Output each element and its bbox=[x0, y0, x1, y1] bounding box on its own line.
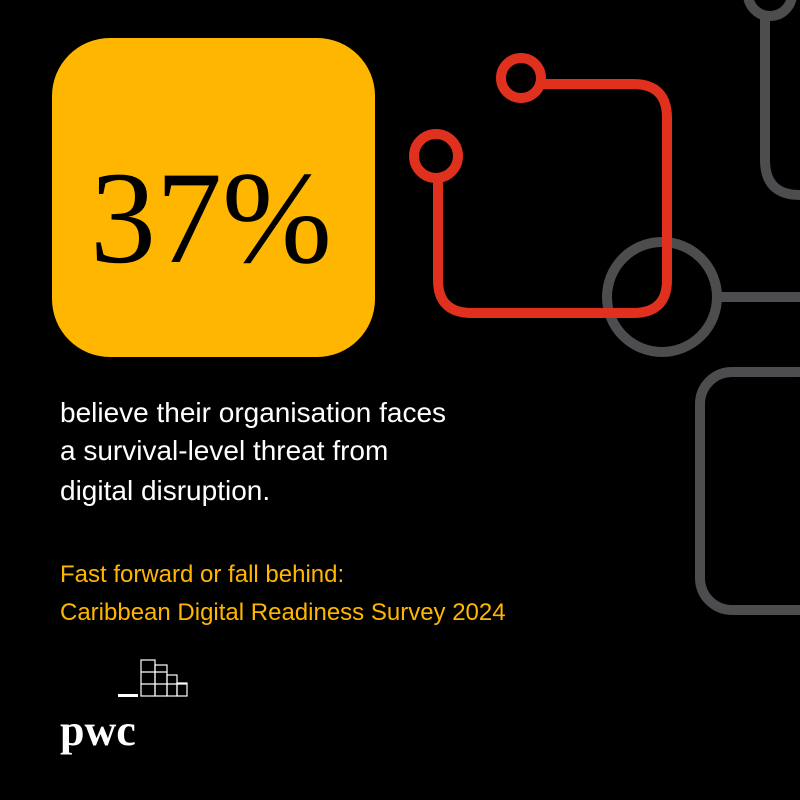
red-circle-top bbox=[496, 53, 546, 103]
stat-value: 37% bbox=[90, 144, 332, 291]
red-path bbox=[433, 79, 672, 318]
red-shape bbox=[409, 53, 672, 318]
survey-line: Fast forward or fall behind: bbox=[60, 561, 344, 588]
stat-box bbox=[52, 38, 375, 357]
logo-icon bbox=[118, 659, 188, 697]
description-line: believe their organisation faces bbox=[60, 397, 446, 428]
description-line: digital disruption. bbox=[60, 475, 270, 506]
logo-text: pwc bbox=[60, 706, 136, 755]
survey-line: Caribbean Digital Readiness Survey 2024 bbox=[60, 599, 506, 626]
description-line: a survival-level threat from bbox=[60, 435, 388, 466]
gray-rect bbox=[695, 367, 800, 615]
gray-line-top bbox=[760, 16, 800, 200]
